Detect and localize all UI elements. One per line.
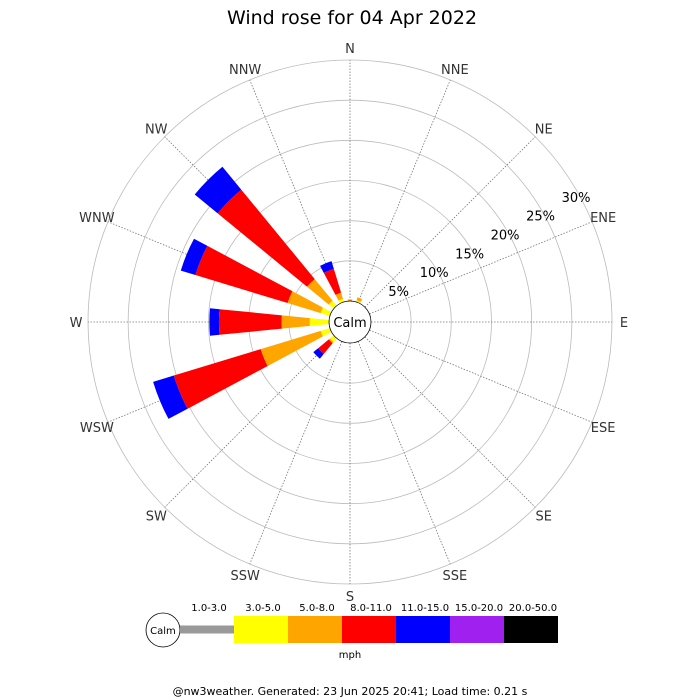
legend-swatch-11.0-15.0 bbox=[396, 616, 450, 643]
legend-label-15.0-20.0: 15.0-20.0 bbox=[455, 603, 503, 614]
bar-segment-sw-11.0-15.0 bbox=[313, 348, 324, 359]
legend-swatch-20.0-50.0 bbox=[504, 616, 558, 643]
calm-circle bbox=[328, 300, 372, 344]
direction-label-w: W bbox=[70, 316, 83, 331]
legend-label-1.0-3.0: 1.0-3.0 bbox=[191, 603, 226, 614]
spoke-nne bbox=[357, 79, 451, 303]
bar-segment-w-8.0-11.0 bbox=[218, 309, 282, 335]
bar-segment-nne-3.0-5.0 bbox=[356, 300, 361, 304]
bar-wnw bbox=[180, 238, 332, 316]
legend-swatch-1.0-3.0 bbox=[180, 625, 234, 634]
bar-segment-nnw-11.0-15.0 bbox=[320, 261, 334, 274]
bar-segment-wnw-5.0-8.0 bbox=[287, 291, 323, 314]
direction-label-wnw: WNW bbox=[79, 211, 115, 226]
legend-calm-label: Calm bbox=[150, 626, 176, 637]
legend-unit: mph bbox=[339, 650, 361, 661]
grid-ring-20 bbox=[167, 139, 533, 505]
bar-segment-sw-8.0-11.0 bbox=[318, 339, 333, 354]
spoke-ne bbox=[364, 136, 536, 308]
bar-segment-wsw-8.0-11.0 bbox=[173, 349, 268, 409]
calm-center: Calm bbox=[328, 300, 372, 344]
grid-ring-25 bbox=[127, 99, 573, 545]
legend-swatch-8.0-11.0 bbox=[342, 616, 396, 643]
bar-segment-nw-11.0-15.0 bbox=[194, 166, 242, 214]
legend-label-20.0-50.0: 20.0-50.0 bbox=[509, 603, 557, 614]
spoke-se bbox=[364, 336, 536, 508]
bar-segment-nw-3.0-5.0 bbox=[328, 300, 337, 309]
legend-swatch-3.0-5.0 bbox=[234, 616, 288, 643]
direction-label-n: N bbox=[345, 42, 355, 57]
ring-label-30: 30% bbox=[562, 191, 591, 206]
direction-label-se: SE bbox=[536, 510, 552, 525]
ring-label-15: 15% bbox=[455, 247, 484, 262]
direction-label-sw: SW bbox=[146, 510, 167, 525]
direction-label-ese: ESE bbox=[591, 421, 616, 436]
spoke-ssw bbox=[249, 341, 343, 565]
spoke-ene bbox=[369, 221, 593, 315]
calm-label: Calm bbox=[333, 316, 366, 331]
spoke-sse bbox=[357, 341, 451, 565]
bar-segment-nne-5.0-8.0 bbox=[356, 297, 363, 303]
direction-label-ene: ENE bbox=[590, 211, 616, 226]
bar-segment-wsw-11.0-15.0 bbox=[153, 375, 188, 419]
bar-segment-wnw-11.0-15.0 bbox=[180, 238, 208, 276]
legend-label-5.0-8.0: 5.0-8.0 bbox=[299, 603, 334, 614]
direction-labels: N NNE NE ENE E ESE SE SSE S SSW SW WSW W WNW NW NNW bbox=[70, 42, 629, 605]
bar-segment-nnw-5.0-8.0 bbox=[335, 292, 343, 301]
bar-segment-w-5.0-8.0 bbox=[281, 315, 310, 329]
ring-labels: 5% 10% 15% 20% 25% 30% bbox=[388, 191, 590, 300]
footer-text: @nw3weather. Generated: 23 Jun 2025 20:4… bbox=[173, 685, 528, 698]
direction-label-nnw: NNW bbox=[229, 63, 261, 78]
bar-w bbox=[209, 308, 330, 336]
legend: Calm 1.0-3.0 3.0-5.0 5.0-8.0 8.0-11.0 11.0-1… bbox=[145, 603, 558, 661]
bar-segment-nnw-8.0-11.0 bbox=[323, 268, 342, 295]
direction-label-ne: NE bbox=[535, 122, 553, 137]
legend-label-3.0-5.0: 3.0-5.0 bbox=[245, 603, 280, 614]
direction-label-s: S bbox=[346, 590, 354, 605]
legend-swatch-5.0-8.0 bbox=[288, 616, 342, 643]
bar-segment-wnw-3.0-5.0 bbox=[320, 307, 332, 316]
bar-nw bbox=[194, 166, 337, 309]
bar-wsw bbox=[153, 328, 332, 419]
bar-segment-wnw-8.0-11.0 bbox=[195, 245, 293, 304]
direction-label-e: E bbox=[620, 316, 628, 331]
bar-segment-nw-5.0-8.0 bbox=[307, 279, 333, 305]
direction-label-nw: NW bbox=[145, 122, 168, 137]
direction-label-wsw: WSW bbox=[80, 421, 114, 436]
legend-label-8.0-11.0: 8.0-11.0 bbox=[350, 603, 392, 614]
chart-title: Wind rose for 04 Apr 2022 bbox=[227, 7, 477, 29]
ring-label-10: 10% bbox=[420, 266, 449, 281]
bar-segment-wsw-3.0-5.0 bbox=[320, 328, 332, 337]
bar-segment-wsw-5.0-8.0 bbox=[260, 330, 323, 366]
bar-segment-sw-5.0-8.0 bbox=[328, 338, 334, 344]
ring-label-5: 5% bbox=[388, 285, 409, 300]
legend-items: 1.0-3.0 3.0-5.0 5.0-8.0 8.0-11.0 11.0-15.0 15… bbox=[180, 603, 558, 643]
bar-segment-nw-8.0-11.0 bbox=[217, 189, 315, 287]
direction-label-nne: NNE bbox=[441, 63, 469, 78]
spoke-ese bbox=[369, 329, 593, 423]
ring-label-25: 25% bbox=[526, 210, 555, 225]
legend-label-11.0-15.0: 11.0-15.0 bbox=[401, 603, 449, 614]
wind-bars bbox=[153, 166, 363, 419]
bar-nne bbox=[356, 297, 363, 304]
legend-swatch-15.0-20.0 bbox=[450, 616, 504, 643]
spoke-sw bbox=[164, 336, 336, 508]
direction-label-sse: SSE bbox=[442, 569, 467, 584]
direction-label-ssw: SSW bbox=[230, 569, 260, 584]
ring-label-20: 20% bbox=[491, 229, 520, 244]
bar-segment-w-11.0-15.0 bbox=[209, 308, 220, 336]
bar-nnw bbox=[320, 261, 344, 304]
bar-segment-w-3.0-5.0 bbox=[309, 318, 330, 326]
